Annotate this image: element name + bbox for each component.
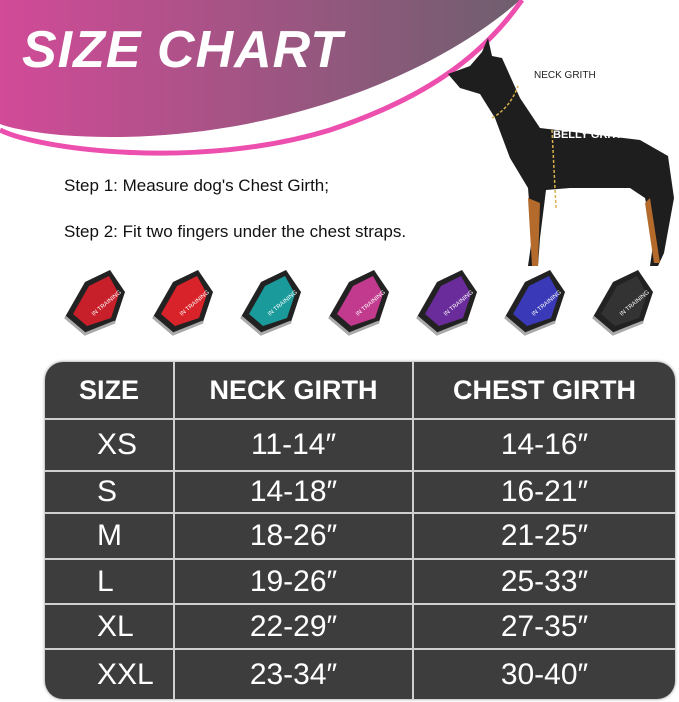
chest-girth-cell: 27-35″: [500, 609, 589, 643]
chest-girth-cell: 16-21″: [500, 475, 589, 508]
chest-girth-cell: 14-16″: [500, 428, 589, 461]
size-table: SIZE NECK GIRTH CHEST GIRTH XS 11-14″ 14…: [45, 362, 675, 699]
page-title: SIZE CHART: [22, 21, 344, 79]
harness-item: IN TRAINING: [416, 270, 477, 336]
neck-girth-cell: 14-18″: [175, 472, 414, 512]
chest-girth-cell: 25-33″: [500, 564, 589, 598]
chest-girth-cell: 21-25″: [500, 519, 589, 552]
table-row: S 14-18″ 16-21″: [45, 470, 675, 512]
harness-item: IN TRAINING: [64, 270, 125, 336]
belly-girth-label: BELLY GRITH: [553, 129, 626, 141]
size-cell: L: [45, 560, 175, 603]
size-cell: M: [45, 514, 175, 558]
table-header: SIZE NECK GIRTH CHEST GIRTH: [45, 362, 675, 418]
header-size: SIZE: [45, 362, 175, 418]
header-neck-girth: NECK GIRTH: [175, 362, 414, 418]
neck-girth-label: NECK GRITH: [534, 70, 596, 81]
header-chest-girth: CHEST GIRTH: [452, 374, 636, 405]
table-row: XL 22-29″ 27-35″: [45, 603, 675, 648]
neck-girth-cell: 19-26″: [175, 560, 414, 603]
size-cell: XL: [45, 605, 175, 648]
size-cell: XS: [45, 420, 175, 470]
step-2-text: Step 2: Fit two fingers under the chest …: [64, 222, 407, 241]
neck-girth-cell: 11-14″: [175, 420, 414, 470]
harness-item: IN TRAINING: [504, 270, 565, 336]
neck-girth-cell: 18-26″: [175, 514, 414, 558]
table-row: M 18-26″ 21-25″: [45, 512, 675, 558]
banner-background: [0, 0, 525, 156]
harness-item: IN TRAINING: [240, 270, 301, 336]
dog-image: [448, 38, 674, 266]
step-1-text: Step 1: Measure dog's Chest Girth;: [64, 176, 329, 195]
size-cell: XXL: [45, 650, 175, 699]
neck-girth-cell: 22-29″: [175, 605, 414, 648]
harness-item: IN TRAINING: [592, 270, 653, 336]
harness-item: IN TRAINING: [328, 270, 389, 336]
table-row: XS 11-14″ 14-16″: [45, 418, 675, 470]
harness-color-options: IN TRAINING IN TRAINING IN TRAINING IN T…: [55, 262, 675, 342]
table-row: L 19-26″ 25-33″: [45, 558, 675, 603]
chest-girth-cell: 30-40″: [500, 657, 589, 691]
neck-girth-cell: 23-34″: [175, 650, 414, 699]
harness-item: IN TRAINING: [152, 270, 213, 336]
table-row: XXL 23-34″ 30-40″: [45, 648, 675, 699]
size-cell: S: [45, 472, 175, 512]
